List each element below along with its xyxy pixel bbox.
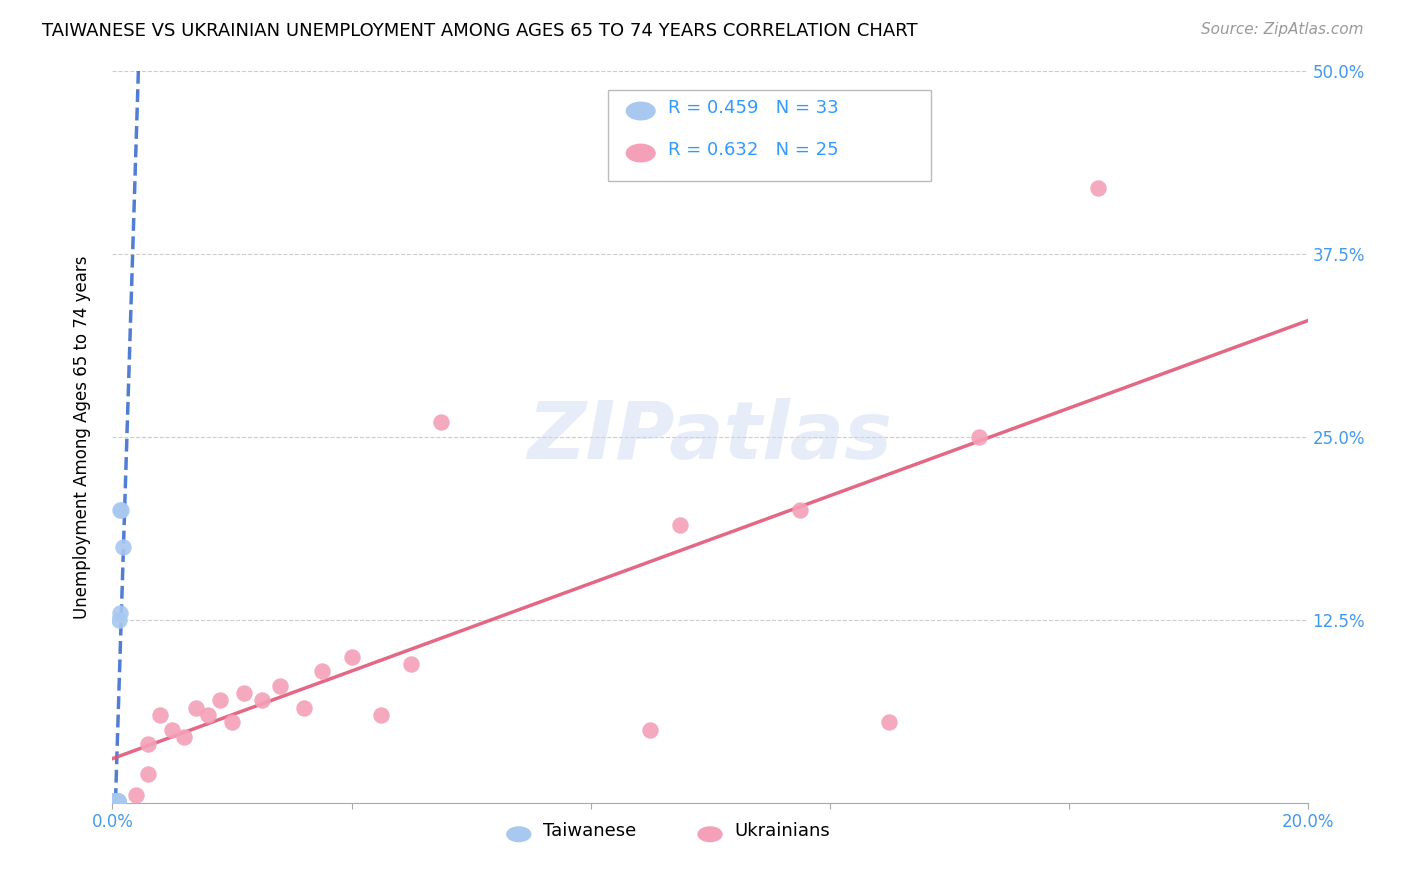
Point xyxy=(209,693,232,707)
Point xyxy=(138,737,160,751)
Point xyxy=(311,664,333,678)
Point xyxy=(105,794,128,808)
Point xyxy=(104,794,127,808)
Point xyxy=(104,794,127,808)
Point xyxy=(107,794,129,808)
Point xyxy=(430,416,453,430)
Point xyxy=(401,657,423,671)
Point xyxy=(105,794,128,808)
Point xyxy=(340,649,363,664)
Point xyxy=(104,794,127,808)
Point xyxy=(105,794,128,808)
Point xyxy=(103,794,125,808)
Point xyxy=(370,708,392,723)
Point xyxy=(110,503,132,517)
Text: Source: ZipAtlas.com: Source: ZipAtlas.com xyxy=(1201,22,1364,37)
Point xyxy=(105,794,128,808)
Point xyxy=(879,715,901,730)
Point xyxy=(104,794,127,808)
Point xyxy=(173,730,195,744)
Point xyxy=(149,708,172,723)
Point xyxy=(104,794,127,808)
Circle shape xyxy=(699,827,723,841)
Circle shape xyxy=(627,103,655,120)
Point xyxy=(112,540,135,554)
Point xyxy=(197,708,219,723)
Point xyxy=(110,503,132,517)
Point xyxy=(104,794,127,808)
Point xyxy=(105,794,128,808)
Point xyxy=(105,794,128,808)
Point xyxy=(107,794,129,808)
Point xyxy=(104,794,127,808)
Point xyxy=(103,794,125,808)
Text: ZIPatlas: ZIPatlas xyxy=(527,398,893,476)
Text: Taiwanese: Taiwanese xyxy=(543,822,636,840)
Point xyxy=(103,794,125,808)
Point xyxy=(108,606,131,620)
Point xyxy=(103,794,125,808)
Text: R = 0.459   N = 33: R = 0.459 N = 33 xyxy=(668,99,839,117)
Point xyxy=(107,794,129,808)
Text: TAIWANESE VS UKRAINIAN UNEMPLOYMENT AMONG AGES 65 TO 74 YEARS CORRELATION CHART: TAIWANESE VS UKRAINIAN UNEMPLOYMENT AMON… xyxy=(42,22,918,40)
Point xyxy=(640,723,662,737)
Point xyxy=(162,723,183,737)
Point xyxy=(104,794,127,808)
Point xyxy=(105,794,128,808)
Point xyxy=(250,693,273,707)
Point xyxy=(292,700,315,714)
Y-axis label: Unemployment Among Ages 65 to 74 years: Unemployment Among Ages 65 to 74 years xyxy=(73,255,91,619)
Circle shape xyxy=(508,827,531,841)
Point xyxy=(186,700,208,714)
Point xyxy=(125,789,148,803)
Point xyxy=(108,613,131,627)
FancyBboxPatch shape xyxy=(609,90,931,181)
Point xyxy=(105,794,128,808)
Point xyxy=(105,794,128,808)
Point xyxy=(104,794,127,808)
Point xyxy=(233,686,256,700)
Point xyxy=(967,430,990,444)
Point xyxy=(103,794,125,808)
Text: Ukrainians: Ukrainians xyxy=(734,822,830,840)
Text: R = 0.632   N = 25: R = 0.632 N = 25 xyxy=(668,141,839,159)
Circle shape xyxy=(627,145,655,161)
Point xyxy=(789,503,811,517)
Point xyxy=(104,794,127,808)
Point xyxy=(1087,181,1109,195)
Point xyxy=(107,794,129,808)
Point xyxy=(669,517,692,532)
Point xyxy=(269,679,291,693)
Point xyxy=(138,766,160,780)
Point xyxy=(221,715,243,730)
